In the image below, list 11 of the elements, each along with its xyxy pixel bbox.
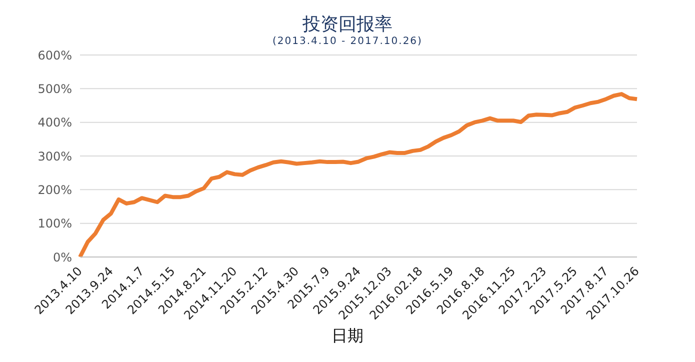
y-tick-label: 400% bbox=[38, 116, 72, 130]
x-axis-title: 日期 bbox=[330, 326, 364, 347]
y-tick-label: 100% bbox=[38, 216, 72, 231]
y-tick-label: 500% bbox=[38, 82, 72, 96]
y-tick-label: 200% bbox=[38, 182, 72, 197]
y-tick-label: 300% bbox=[38, 149, 72, 164]
chart-subtitle: (2013.4.10 - 2017.10.26) bbox=[272, 36, 424, 47]
line-series bbox=[78, 92, 639, 259]
y-tick-label: 600% bbox=[38, 48, 72, 62]
y-tick-label: 0% bbox=[52, 250, 72, 264]
chart-title: 投资回报率 bbox=[302, 13, 394, 36]
